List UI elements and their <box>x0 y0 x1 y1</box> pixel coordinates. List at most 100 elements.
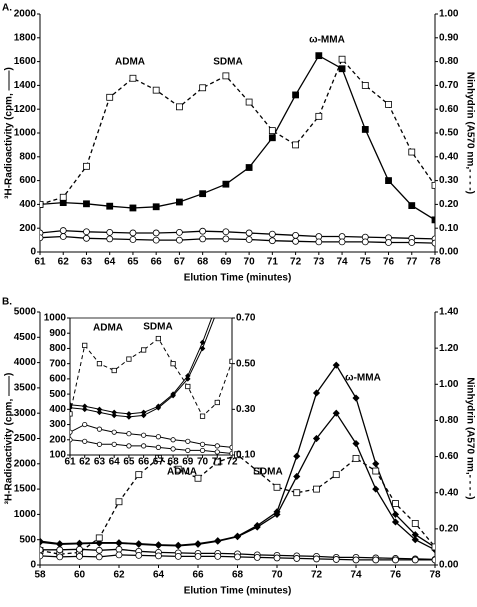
data-point <box>352 556 360 564</box>
x-tick-label: 65 <box>123 457 135 468</box>
y2-tick-label: 0.00 <box>439 560 459 571</box>
y2-tick-label: 0.20 <box>439 199 459 210</box>
data-point <box>332 361 340 369</box>
data-point <box>222 228 230 236</box>
x-tick-label: 68 <box>197 257 209 268</box>
y-tick-label: 1200 <box>14 104 37 115</box>
data-point <box>95 553 103 561</box>
y2-tick-label: 0.80 <box>439 415 459 426</box>
data-point <box>83 228 90 236</box>
annotation: ADMA <box>93 323 123 334</box>
data-point <box>361 82 369 89</box>
data-point <box>174 542 182 550</box>
data-point <box>392 500 399 507</box>
data-point <box>292 141 299 149</box>
data-point <box>174 552 182 560</box>
x-tick-label: 72 <box>311 570 323 581</box>
x-tick-label: 64 <box>104 257 116 268</box>
y2-tick-label: 0.80 <box>439 56 459 67</box>
y2-axis-title: Ninhydrin (A570 nm,- - - -) <box>464 72 475 194</box>
data-point <box>95 534 103 542</box>
y-tick-label: 200 <box>19 223 36 234</box>
data-point <box>199 339 206 346</box>
data-point <box>411 520 419 527</box>
data-point <box>152 229 160 237</box>
y-tick-label: 800 <box>49 343 66 354</box>
data-point <box>141 432 147 438</box>
data-point <box>229 444 232 450</box>
data-point <box>106 202 114 210</box>
data-point <box>194 552 202 560</box>
data-point <box>40 234 44 242</box>
y-tick-label: 2000 <box>14 458 37 469</box>
y2-tick-label: 0.20 <box>439 523 459 534</box>
chart-panel: 61 62 63 64 65 66 67 68 69 70 71 72 73 74 75 76 77 78 0 200… <box>2 3 475 284</box>
x-tick-label: 71 <box>267 257 279 268</box>
series-group <box>70 308 232 455</box>
x-tick-label: 62 <box>58 257 70 268</box>
data-point <box>126 443 132 449</box>
data-point <box>268 237 276 245</box>
data-point <box>106 235 114 243</box>
data-point <box>332 409 340 417</box>
data-point <box>372 485 380 493</box>
panel-label: A. <box>2 3 12 14</box>
data-point <box>372 556 380 564</box>
x-tick-label: 74 <box>336 257 348 268</box>
data-point <box>408 202 416 209</box>
y2-tick-label: 1.00 <box>439 9 459 20</box>
y2-tick-label: 0.90 <box>439 32 459 43</box>
series-line <box>40 54 435 221</box>
data-point <box>174 465 182 473</box>
data-point <box>273 510 281 518</box>
data-point <box>253 467 261 475</box>
data-point <box>56 553 64 561</box>
data-point <box>245 98 253 106</box>
y2-tick-label: 1.00 <box>439 379 459 390</box>
y-tick-label: 1000 <box>14 128 37 139</box>
data-point <box>83 234 90 242</box>
data-point <box>70 429 73 435</box>
y2-tick-label: 0.10 <box>439 223 459 234</box>
data-point <box>129 204 137 212</box>
x-tick-label: 61 <box>34 257 46 268</box>
data-point <box>115 539 123 547</box>
data-point <box>40 546 44 554</box>
y2-axis-title: Ninhydrin (A570 nm,- - - -) <box>464 377 475 499</box>
y-tick-label: 800 <box>19 151 36 162</box>
data-point <box>385 239 392 246</box>
data-point <box>106 93 114 101</box>
data-point <box>96 426 103 432</box>
data-point <box>215 308 219 312</box>
data-point <box>95 546 103 554</box>
y2-tick-label: 0.30 <box>236 404 256 415</box>
data-point <box>338 65 346 73</box>
data-point <box>352 454 360 462</box>
data-point <box>199 447 206 454</box>
data-point <box>81 406 88 413</box>
data-point <box>312 434 321 443</box>
x-tick-label: 62 <box>113 570 125 581</box>
data-point <box>253 554 261 561</box>
data-point <box>199 441 206 447</box>
data-point <box>408 148 416 156</box>
data-point <box>431 543 435 551</box>
y2-tick-label: 0.40 <box>439 487 459 498</box>
data-point <box>154 541 163 549</box>
data-point <box>199 413 206 419</box>
data-point <box>155 552 162 560</box>
data-point <box>431 216 435 224</box>
data-point <box>152 236 160 244</box>
x-tick-label: 68 <box>232 570 244 581</box>
data-point <box>313 555 320 563</box>
x-tick-label: 60 <box>74 570 86 581</box>
data-point <box>268 230 276 238</box>
data-point <box>135 540 143 548</box>
x-tick-label: 78 <box>429 257 441 268</box>
y-tick-label: 0 <box>30 247 36 258</box>
y-tick-label: 100 <box>49 450 66 461</box>
data-point <box>214 458 222 466</box>
data-point <box>199 84 207 92</box>
x-axis-title: Elution Time (minutes) <box>184 273 292 284</box>
